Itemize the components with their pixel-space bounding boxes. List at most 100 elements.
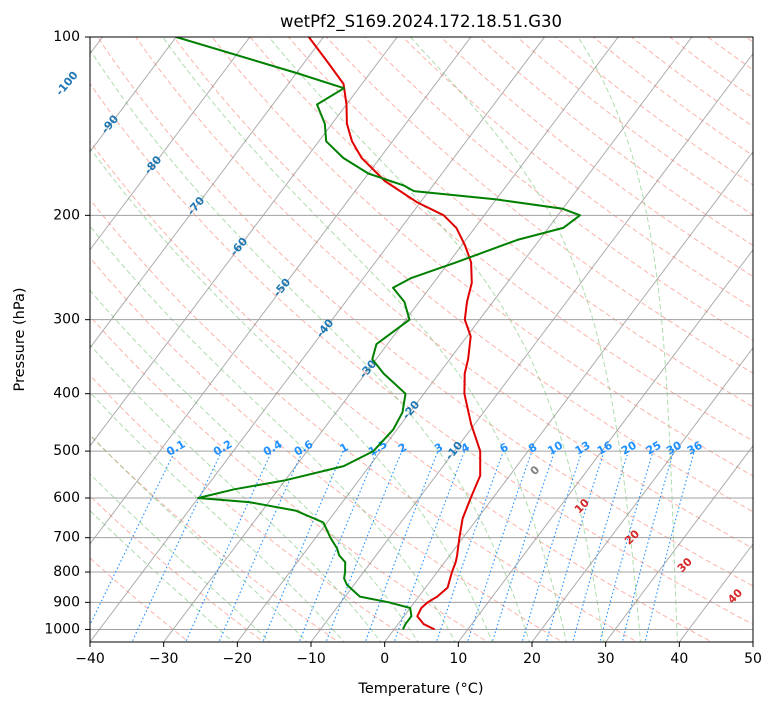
background-lines (90, 37, 753, 642)
isotherm-line (384, 150, 753, 642)
y-tick-label: 200 (53, 207, 80, 223)
mixing-ratio-label: 1 (338, 441, 351, 456)
mixing-ratio-label: 0.6 (292, 437, 316, 458)
mixing-ratio-line (435, 450, 504, 642)
moist-adiabat (90, 289, 419, 642)
mixing-ratio-label: 0.4 (261, 437, 285, 458)
dry-adiabat (554, 37, 753, 186)
moist-adiabat (90, 147, 493, 642)
moist-adiabat (268, 37, 604, 642)
isotherm-line (531, 347, 753, 642)
dry-adiabat (90, 140, 713, 642)
mixing-ratio-line (131, 450, 223, 642)
dry-adiabat (90, 198, 639, 642)
mixing-ratio-label: 1.5 (366, 438, 389, 459)
dewpoint-profile (175, 37, 581, 630)
mixing-ratio-line (466, 450, 533, 642)
y-tick-label: 100 (53, 29, 80, 45)
isotherm-label: -90 (99, 112, 122, 136)
data-profiles (175, 37, 581, 631)
dry-adiabat (90, 256, 564, 642)
dry-adiabat (287, 37, 753, 408)
dry-adiabat (211, 37, 753, 477)
y-tick-label: 400 (53, 386, 80, 402)
x-tick-label: 50 (744, 651, 762, 667)
x-tick-label: 30 (597, 651, 615, 667)
y-tick-label: 600 (53, 490, 80, 506)
x-tick-label: −20 (223, 651, 253, 667)
isotherm-line (90, 37, 398, 447)
mixing-ratio-label: 2 (396, 441, 409, 456)
dry-adiabat (669, 37, 753, 99)
isotherm-line (605, 445, 753, 642)
mixing-ratio-label: 8 (526, 441, 539, 456)
adiabat-label: 20 (622, 527, 642, 547)
mixing-ratio-line (545, 450, 605, 642)
dry-adiabat (90, 374, 414, 642)
isotherm-label: -50 (271, 276, 294, 300)
moist-adiabat (162, 37, 568, 642)
isotherm-line (163, 37, 619, 642)
isotherm-line (90, 37, 324, 349)
moist-adiabat (90, 48, 530, 642)
isotherm-line (457, 248, 753, 642)
mixing-ratio-label: 20 (619, 438, 639, 457)
isotherm-label: -60 (228, 235, 251, 259)
isotherm-label: -70 (185, 194, 208, 218)
y-tick-label: 1000 (44, 621, 80, 637)
mixing-ratio-line (644, 450, 695, 642)
isotherm-line (752, 641, 753, 642)
x-tick-label: 0 (380, 651, 389, 667)
isotherm-line (236, 37, 693, 642)
adiabat-label: 0 (528, 463, 543, 478)
x-tick-label: −10 (296, 651, 326, 667)
mixing-ratio-label: 30 (664, 438, 684, 457)
mixing-ratio-line (325, 450, 403, 642)
dry-adiabat (90, 495, 265, 642)
y-tick-label: 700 (53, 530, 80, 546)
plot-frame (89, 36, 754, 643)
isotherm-label: -80 (142, 153, 165, 177)
dry-adiabat (745, 37, 753, 43)
mixing-ratio-line (262, 450, 344, 642)
dry-adiabat (249, 37, 753, 442)
moist-adiabat (90, 473, 271, 642)
y-tick-label: 300 (53, 312, 80, 328)
adiabat-label: 40 (725, 586, 745, 606)
isotherm-line (678, 543, 753, 642)
moist-adiabat (90, 509, 234, 642)
dry-adiabat (402, 37, 753, 309)
dry-adiabat (173, 37, 753, 513)
mixing-ratio-line (521, 450, 583, 642)
mixing-ratio-line (621, 450, 675, 642)
x-axis-label: Temperature (°C) (357, 681, 483, 697)
adiabat-label: 10 (572, 496, 592, 516)
isotherm-line (90, 37, 177, 153)
dry-adiabat (90, 315, 489, 642)
x-tick-label: 10 (449, 651, 467, 667)
y-axis-label: Pressure (hPa) (12, 287, 28, 391)
y-tick-label: 800 (53, 564, 80, 580)
mixing-ratio-line (599, 450, 654, 642)
isotherm-line (90, 37, 545, 642)
mixing-ratio-label: 25 (644, 439, 664, 458)
temperature-profile (308, 37, 482, 631)
chart-title: wetPf2_S169.2024.172.18.51.G30 (280, 12, 562, 32)
mixing-ratio-line (298, 450, 378, 642)
y-tick-label: 500 (53, 443, 80, 459)
mixing-ratio-label: 36 (685, 438, 705, 457)
mixing-ratio-line (491, 450, 556, 642)
mixing-ratio-line (572, 450, 629, 642)
mixing-ratio-label: 16 (595, 438, 615, 457)
dry-adiabat (97, 37, 753, 587)
x-tick-label: −30 (149, 651, 179, 667)
x-tick-label: 40 (670, 651, 688, 667)
dry-adiabat (90, 434, 340, 642)
mixing-ratio-label: 13 (573, 439, 593, 458)
y-tick-label: 900 (53, 594, 80, 610)
isotherm-line (90, 37, 251, 251)
x-tick-label: 20 (523, 651, 541, 667)
dry-adiabat (707, 37, 753, 71)
dry-adiabat (135, 37, 753, 549)
